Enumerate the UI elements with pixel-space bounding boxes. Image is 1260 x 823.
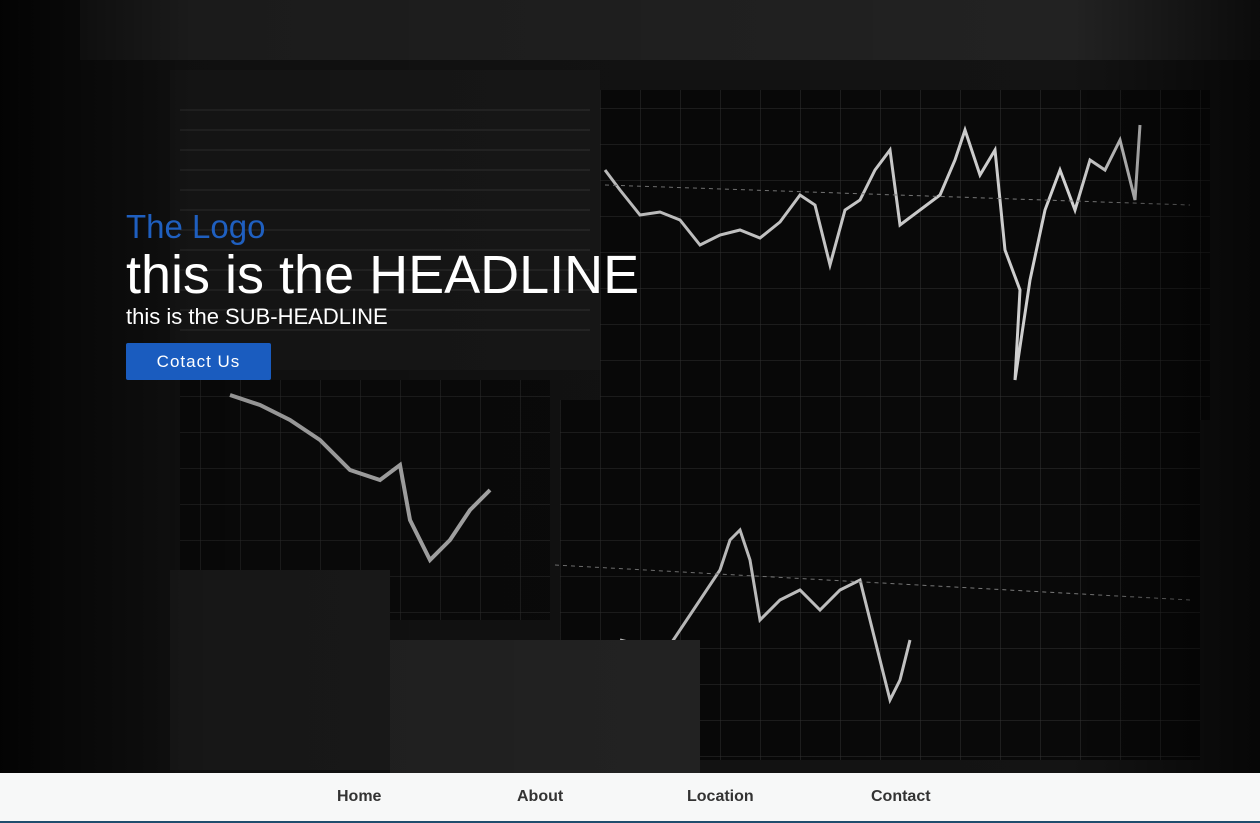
nav-item-contact[interactable]: Contact bbox=[871, 788, 931, 805]
logo[interactable]: The Logo bbox=[126, 208, 266, 245]
hero-content: The Logo this is the HEADLINE this is th… bbox=[126, 208, 639, 380]
nav-item-location[interactable]: Location bbox=[687, 788, 754, 805]
bottom-navbar: Home About Location Contact bbox=[0, 773, 1260, 823]
nav-item-about[interactable]: About bbox=[517, 788, 564, 805]
subheadline: this is the SUB-HEADLINE bbox=[126, 304, 388, 329]
headline: this is the HEADLINE bbox=[126, 245, 640, 305]
trading-charts-background bbox=[0, 0, 1260, 773]
hero-section: The Logo this is the HEADLINE this is th… bbox=[0, 0, 1260, 773]
contact-us-button[interactable]: Cotact Us bbox=[126, 343, 271, 380]
nav-item-home[interactable]: Home bbox=[337, 788, 382, 805]
